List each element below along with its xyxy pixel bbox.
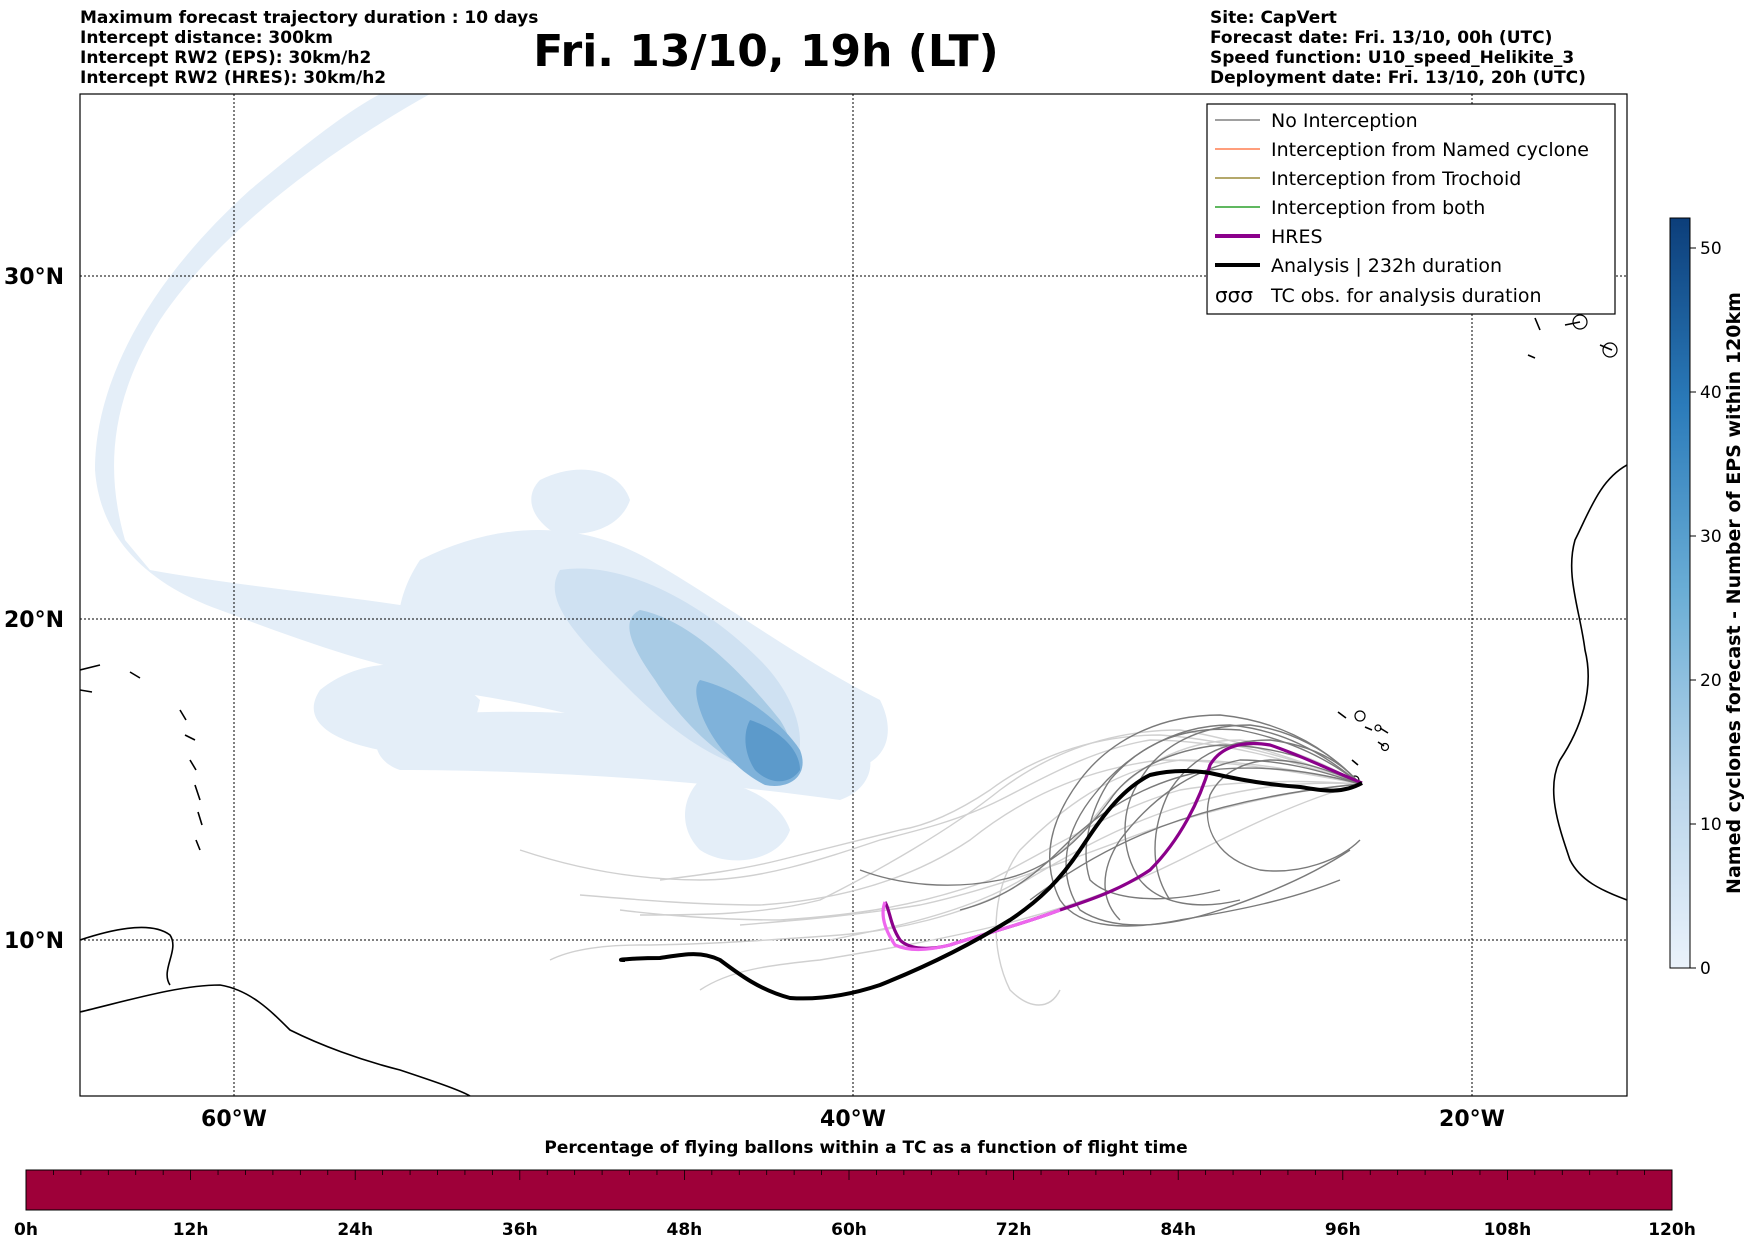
bottom-bar-tick-label: 72h (996, 1220, 1032, 1240)
bottom-bar-tick-label: 36h (502, 1220, 538, 1240)
bottom-bar: Percentage of flying ballons within a TC… (14, 1138, 1696, 1240)
colorbar-tick: 40 (1700, 383, 1722, 403)
hres-trajectory (883, 741, 1363, 950)
bottom-bar-tick-label: 84h (1160, 1220, 1196, 1240)
bottom-bar-title: Percentage of flying ballons within a TC… (544, 1138, 1187, 1158)
colorbar-tick: 10 (1700, 815, 1722, 835)
legend-label: TC obs. for analysis duration (1270, 285, 1542, 307)
lon-labels: 60°W 40°W 20°W (201, 1107, 1505, 1132)
header-right-line: Deployment date: Fri. 13/10, 20h (UTC) (1210, 68, 1586, 88)
bottom-bar-ticks (25, 1170, 1673, 1180)
cape-verde-islands (1337, 711, 1389, 766)
lat-labels: 30°N 20°N 10°N (4, 265, 64, 954)
bottom-bar-tick-label: 96h (1325, 1220, 1361, 1240)
legend-items: No Interception Interception from Named … (1215, 110, 1589, 307)
trajectory (859, 744, 1361, 886)
legend-label: Analysis | 232h duration (1271, 255, 1502, 277)
page-title-text: Fri. 13/10, 19h (LT) (533, 26, 999, 77)
eps-blob (685, 780, 790, 861)
trajectory (1048, 714, 1361, 927)
bottom-bar-tick-label: 108h (1484, 1220, 1532, 1240)
trajectory (959, 767, 1361, 911)
cyclone-icon: σσσ (1215, 283, 1253, 307)
africa-coast (1552, 464, 1627, 901)
map-border (79, 93, 1628, 1097)
legend: No Interception Interception from Named … (1206, 103, 1616, 315)
eps-blob (531, 469, 630, 534)
colorbar: 0 10 20 30 40 50 Named cyclones forecast… (1669, 217, 1745, 979)
trajectory (1029, 783, 1361, 901)
trajectory (519, 739, 1361, 881)
bottom-bar-tick-label: 60h (831, 1220, 867, 1240)
lat-label: 20°N (4, 608, 64, 633)
trajectory (1104, 759, 1361, 921)
trajectory (1154, 739, 1361, 901)
caribbean-islands (80, 664, 203, 851)
lon-label: 20°W (1439, 1107, 1505, 1132)
trajectory (619, 780, 1361, 921)
colorbar-tick: 0 (1700, 959, 1711, 979)
eps-peak-density (745, 720, 800, 782)
lon-label: 60°W (201, 1107, 267, 1132)
analysis-track (619, 768, 1363, 1001)
bottom-bar-labels: 0h 12h 24h 36h 48h 60h 72h 84h 96h 108h … (14, 1220, 1696, 1240)
header-left-line: Intercept distance: 300km (80, 28, 333, 48)
map-content (80, 94, 1627, 1096)
bottom-bar-tick-label: 120h (1648, 1220, 1696, 1240)
south-america-coast (80, 984, 471, 1096)
trajectory (1065, 724, 1361, 926)
legend-box (1206, 103, 1616, 315)
lon-label: 40°W (820, 1107, 886, 1132)
bottom-bar-tick-label: 12h (173, 1220, 209, 1240)
lat-label: 10°N (4, 929, 64, 954)
header-right-line: Forecast date: Fri. 13/10, 00h (UTC) (1210, 28, 1553, 48)
bottom-bar-tick-label: 48h (667, 1220, 703, 1240)
canary-islands (1527, 317, 1613, 359)
header-left-line: Intercept RW2 (HRES): 30km/h2 (80, 68, 387, 88)
bottom-bar-tick-label: 0h (14, 1220, 38, 1240)
trajectory (579, 759, 1361, 906)
venezuela-coast (80, 926, 174, 986)
colorbar-tick: 30 (1700, 527, 1722, 547)
legend-label: Interception from Named cyclone (1271, 139, 1589, 161)
legend-label: Interception from Trochoid (1271, 168, 1521, 190)
bottom-bar-tick-label: 24h (337, 1220, 373, 1240)
hres-trajectory-late (881, 901, 1061, 952)
eps-track-band (95, 94, 780, 790)
colorbar-ticks: 0 10 20 30 40 50 (1690, 239, 1722, 979)
header-right: Site: CapVert Forecast date: Fri. 13/10,… (1210, 8, 1586, 88)
coastlines (80, 317, 1627, 1096)
header-left-line: Intercept RW2 (EPS): 30km/h2 (80, 48, 372, 68)
colorbar-gradient (1669, 217, 1691, 969)
colorbar-tick: 50 (1700, 239, 1722, 259)
trajectory (1206, 759, 1361, 872)
legend-label: HRES (1271, 226, 1323, 248)
header-right-line: Speed function: U10_speed_Helikite_3 (1210, 48, 1575, 68)
lat-label: 30°N (4, 265, 64, 290)
header-left: Maximum forecast trajectory duration : 1… (80, 8, 538, 88)
header-right-line: Site: CapVert (1210, 8, 1337, 28)
page-title: Fri. 13/10, 19h (LT) (0, 26, 1752, 78)
legend-label: Interception from both (1271, 197, 1485, 219)
colorbar-tick: 20 (1700, 671, 1722, 691)
trajectory (739, 783, 1361, 926)
header-left-line: Maximum forecast trajectory duration : 1… (80, 8, 539, 28)
colorbar-label: Named cyclones forecast - Number of EPS … (1723, 292, 1745, 894)
legend-label: No Interception (1271, 110, 1418, 132)
trajectory (659, 734, 1361, 881)
eps-density-shading (95, 94, 888, 861)
